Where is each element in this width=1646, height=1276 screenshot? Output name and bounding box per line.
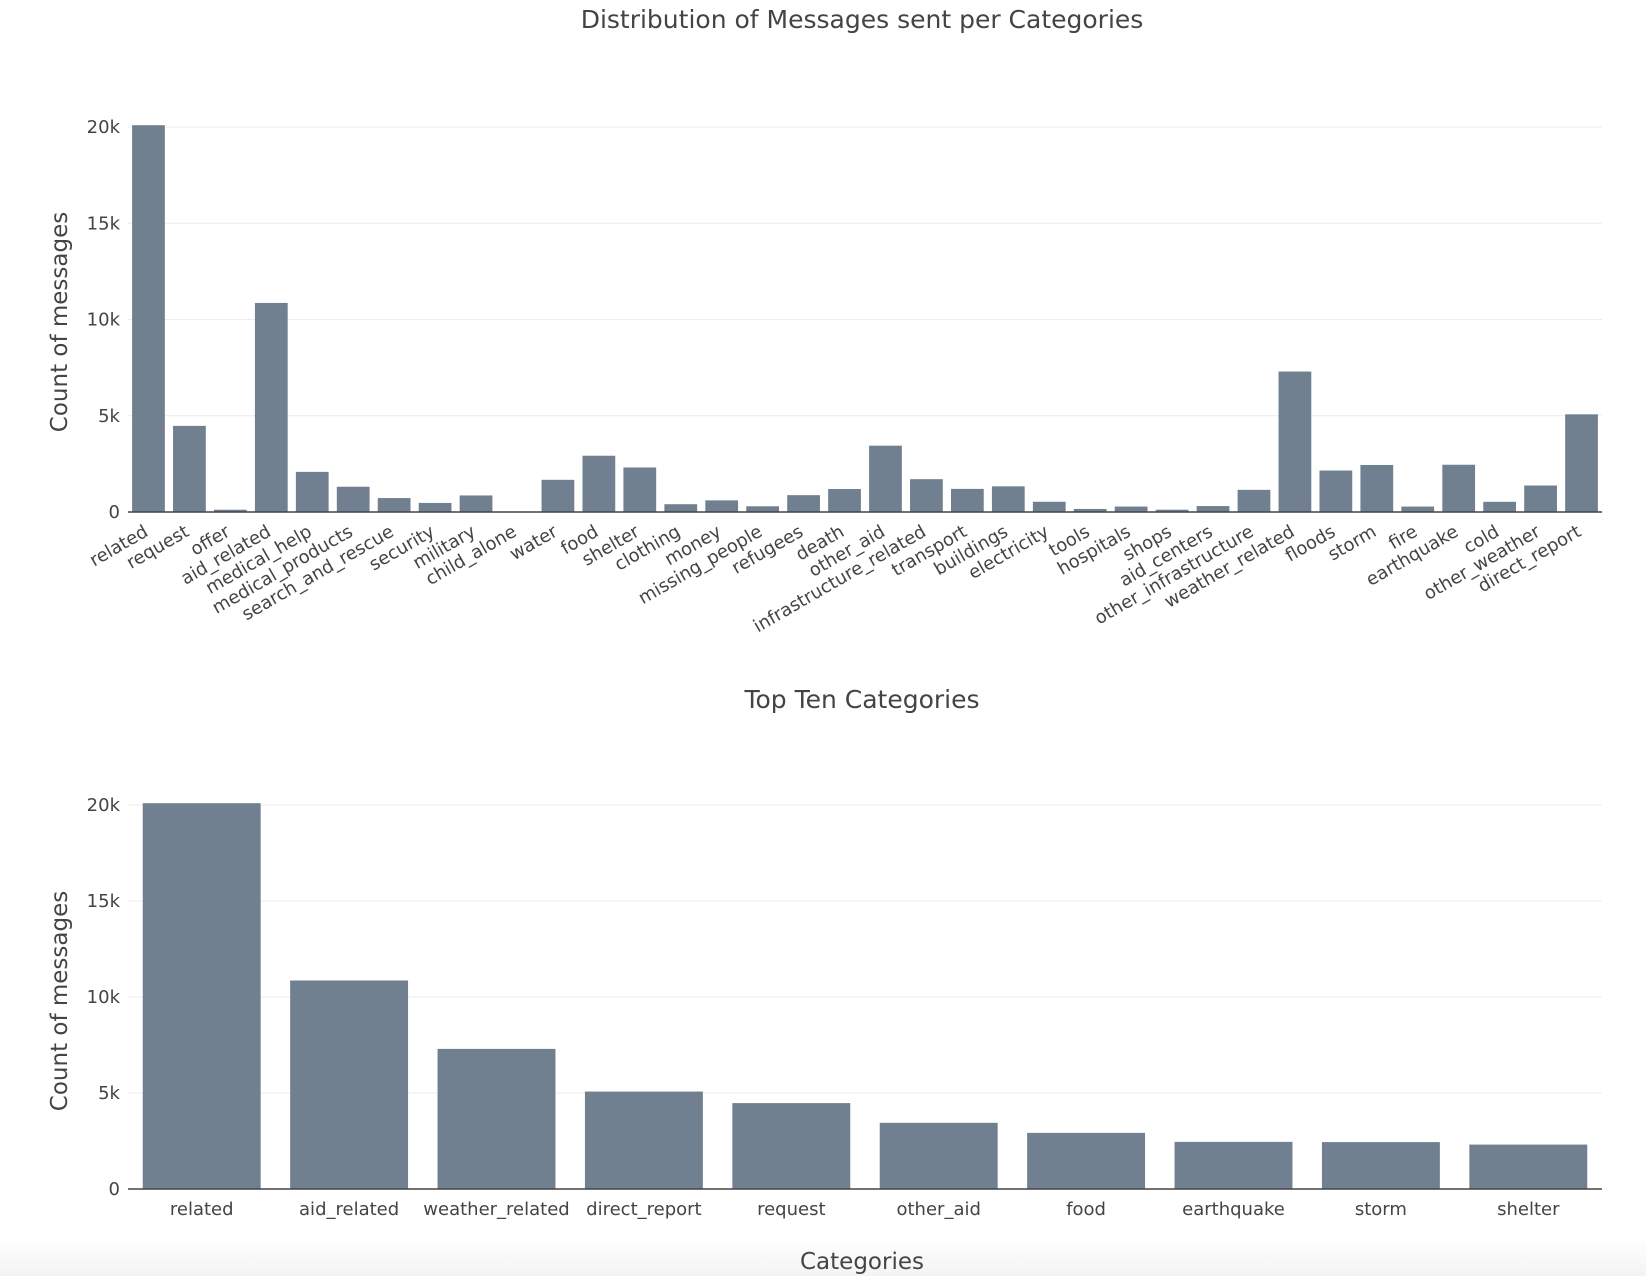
chart2-x-tick-label: food (1066, 1199, 1106, 1220)
chart2-x-tick-label: earthquake (1182, 1199, 1285, 1220)
chart1-bar-death (828, 489, 861, 512)
chart1-bar-medical_help (295, 471, 329, 512)
chart2-title: Top Ten Categories (743, 685, 979, 714)
chart1-bar-electricity (1032, 501, 1066, 512)
chart2-bar-food (1027, 1132, 1146, 1189)
chart1-title: Distribution of Messages sent per Catego… (581, 5, 1144, 34)
chart2-y-tick-label: 20k (87, 795, 121, 816)
chart2-x-axis-label: Categories (800, 1249, 924, 1275)
chart1-bar-earthquake (1442, 464, 1476, 512)
chart1-y-axis-label: Count of messages (47, 212, 73, 432)
chart1-bar-water (541, 479, 575, 512)
chart1-bar-other_weather (1524, 485, 1557, 512)
chart2-bar-request (732, 1103, 851, 1189)
chart1-bar-shops (1155, 509, 1189, 512)
chart2-x-tick-label: weather_related (423, 1199, 569, 1220)
chart1-bar-tools (1073, 508, 1107, 512)
chart1-bar-aid_related (254, 302, 288, 512)
chart1-bar-shelter (623, 467, 657, 512)
chart1-bar-military (459, 495, 493, 512)
chart1-y-tick-label: 20k (87, 117, 121, 138)
chart1-bar-other_infrastructure (1237, 489, 1271, 512)
chart2-x-tick-label: other_aid (896, 1199, 980, 1220)
chart1-bar-buildings (991, 486, 1025, 512)
chart1-y-tick-label: 0 (109, 502, 120, 523)
chart2-x-tick-label: related (170, 1199, 234, 1220)
chart1-bar-other_aid (869, 445, 902, 512)
chart2-bar-other_aid (879, 1122, 998, 1189)
chart2-y-tick-label: 15k (87, 891, 121, 912)
chart1-y-tick-label: 10k (87, 310, 121, 331)
chart2-plot-area: 0 5k 10k 15k 20k related aid_related weather_re… (87, 795, 1602, 1220)
chart1-bar-transport (950, 488, 984, 512)
chart2-x-tick-label: shelter (1497, 1199, 1560, 1220)
chart1-bar-refugees (787, 495, 820, 512)
chart1-bar-aid_centers (1196, 506, 1230, 512)
chart1-bar-floods (1319, 470, 1353, 512)
chart1-x-tick-label: water (506, 521, 561, 565)
chart1-bar-money (705, 500, 739, 512)
chart2-x-tick-label: request (757, 1199, 825, 1220)
chart1-bar-fire (1401, 506, 1435, 512)
chart1-bar-food (582, 455, 616, 512)
chart1-y-tick-label: 15k (87, 213, 121, 234)
chart2-bar-storm (1321, 1142, 1440, 1189)
chart1-plot-area: 05k10k15k20krelatedrequestofferaid_relat… (86, 117, 1602, 632)
chart1-bar-search_and_rescue (377, 498, 411, 512)
chart1-bar-security (418, 502, 452, 512)
chart2-y-tick-label: 0 (109, 1179, 120, 1200)
chart1-bar-missing_people (746, 506, 780, 512)
chart2-bar-aid_related (290, 980, 409, 1189)
chart2-bar-earthquake (1174, 1141, 1293, 1189)
chart1-bar-weather_related (1278, 371, 1312, 512)
chart2-y-tick-label: 10k (87, 987, 121, 1008)
chart1-bar-hospitals (1114, 506, 1148, 512)
chart2-x-tick-label: direct_report (586, 1199, 701, 1220)
chart2-x-tick-label: storm (1355, 1199, 1407, 1220)
chart2-bar-related (142, 803, 261, 1189)
chart1-y-tick-label: 5k (98, 406, 120, 427)
chart1-bar-offer (213, 509, 247, 512)
chart1-bar-related (132, 125, 165, 513)
chart1-bar-direct_report (1565, 414, 1598, 512)
chart2-y-axis-label: Count of messages (47, 891, 73, 1111)
chart1-bar-clothing (664, 504, 698, 512)
chart1-bar-storm (1360, 464, 1394, 512)
chart2-bar-direct_report (584, 1091, 703, 1189)
chart1-bar-medical_products (336, 486, 370, 512)
chart1-bar-cold (1483, 501, 1517, 512)
bottom-fade (0, 1236, 1646, 1276)
chart1-bar-infrastructure_related (910, 479, 943, 512)
chart2-bar-weather_related (437, 1048, 556, 1189)
chart2-y-tick-label: 5k (98, 1083, 120, 1104)
chart2-bar-shelter (1469, 1144, 1588, 1189)
chart2-x-tick-label: aid_related (299, 1199, 399, 1220)
chart1-x-tick-label: storm (1325, 521, 1381, 565)
chart1-bar-request (173, 425, 206, 512)
